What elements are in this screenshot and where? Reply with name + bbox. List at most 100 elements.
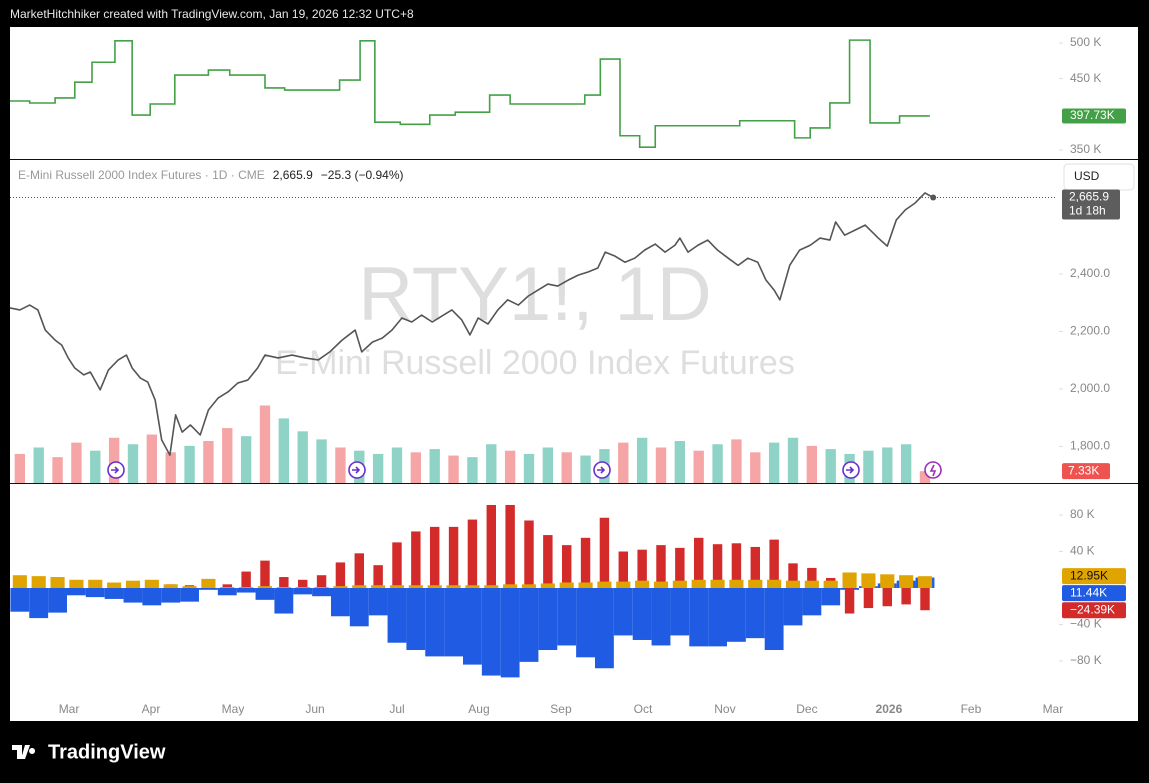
bar <box>69 579 84 588</box>
volume-bar <box>768 442 780 483</box>
price-tag <box>1062 189 1120 220</box>
bar <box>540 583 555 588</box>
logo-text: TradingView <box>48 741 166 763</box>
legend-change: −25.3 (−0.94%) <box>321 168 404 182</box>
bar <box>745 587 765 639</box>
bar <box>594 587 614 669</box>
volume-bar <box>580 455 591 483</box>
price-tag-label: 397.73K <box>1070 108 1115 122</box>
volume-bar <box>165 452 176 483</box>
bar <box>85 587 105 598</box>
bar <box>693 537 704 588</box>
bar <box>712 544 723 588</box>
bar <box>10 587 30 612</box>
bar <box>729 579 744 588</box>
bar <box>352 585 367 588</box>
bar <box>201 578 216 588</box>
currency-label[interactable]: USD <box>1074 169 1100 183</box>
bar <box>408 585 423 588</box>
bar <box>260 560 270 588</box>
bar <box>444 587 463 657</box>
bar <box>616 581 631 588</box>
bar <box>425 587 445 657</box>
x-tick-label: Apr <box>142 702 161 716</box>
y-tick-label: −80 K <box>1070 653 1102 667</box>
bar <box>349 587 369 627</box>
bar <box>12 575 27 588</box>
bar <box>354 553 364 588</box>
volume-bar <box>203 441 214 483</box>
countdown-label: 1d 18h <box>1069 204 1106 218</box>
bar <box>821 587 841 606</box>
volume-bar <box>90 450 101 483</box>
bar <box>88 579 103 588</box>
volume-bar <box>448 455 459 483</box>
bar <box>161 587 181 603</box>
volume-bar <box>731 439 742 483</box>
bar <box>217 587 237 596</box>
bar <box>198 587 218 590</box>
y-tick-label: 40 K <box>1070 544 1095 558</box>
bar <box>279 577 289 588</box>
bar <box>503 584 518 588</box>
y-tick-label: 1,800.0 <box>1070 439 1110 453</box>
bar <box>255 587 275 600</box>
bar <box>241 571 251 588</box>
bar <box>804 580 819 588</box>
volume-bar <box>52 457 63 483</box>
bar <box>653 581 669 588</box>
x-tick-label: Mar <box>59 702 80 716</box>
x-tick-label: Oct <box>634 702 653 716</box>
bar <box>107 582 122 588</box>
volume-bar <box>467 457 478 483</box>
bar <box>389 585 405 588</box>
bar <box>446 585 461 588</box>
bar <box>635 580 650 588</box>
volume-bar <box>787 437 799 483</box>
volume-bar <box>14 453 26 483</box>
bar <box>182 586 197 588</box>
bar <box>392 542 402 588</box>
bar <box>726 587 746 642</box>
bar <box>312 587 331 597</box>
bar <box>901 587 911 605</box>
bar <box>481 587 501 676</box>
bar <box>276 587 291 588</box>
bar <box>368 587 388 616</box>
bar <box>486 504 496 588</box>
y-tick-label: 2,200.0 <box>1070 324 1110 338</box>
bar <box>220 587 235 588</box>
bar <box>710 579 725 588</box>
bar <box>543 535 553 588</box>
event-bolt <box>929 464 937 477</box>
bar <box>599 517 610 588</box>
bar <box>144 579 159 588</box>
bar <box>387 587 407 643</box>
bar <box>917 576 933 588</box>
volume-bar <box>278 418 290 483</box>
x-tick-label: Nov <box>714 702 735 716</box>
x-tick-label: Sep <box>550 702 572 716</box>
price-tag <box>1062 602 1126 619</box>
volume-bar <box>410 452 422 483</box>
bar <box>618 551 628 588</box>
bar <box>31 576 46 588</box>
bar <box>29 587 49 619</box>
watermark-symbol: RTY1!, 1D <box>358 252 711 337</box>
bar <box>50 577 65 588</box>
bar <box>330 587 350 617</box>
legend: E-Mini Russell 2000 Index Futures · 1D ·… <box>18 168 404 182</box>
bar <box>316 575 327 588</box>
y-tick-label: 450 K <box>1070 71 1101 85</box>
event-icon[interactable] <box>924 461 942 479</box>
volume-bar <box>504 450 516 483</box>
volume-bar <box>259 405 271 483</box>
bar <box>484 585 499 588</box>
volume-bar <box>693 450 704 483</box>
bar <box>239 587 254 588</box>
y-tick-label: 500 K <box>1070 35 1101 49</box>
bar <box>708 587 727 647</box>
bar <box>465 585 480 588</box>
bar <box>429 526 440 588</box>
